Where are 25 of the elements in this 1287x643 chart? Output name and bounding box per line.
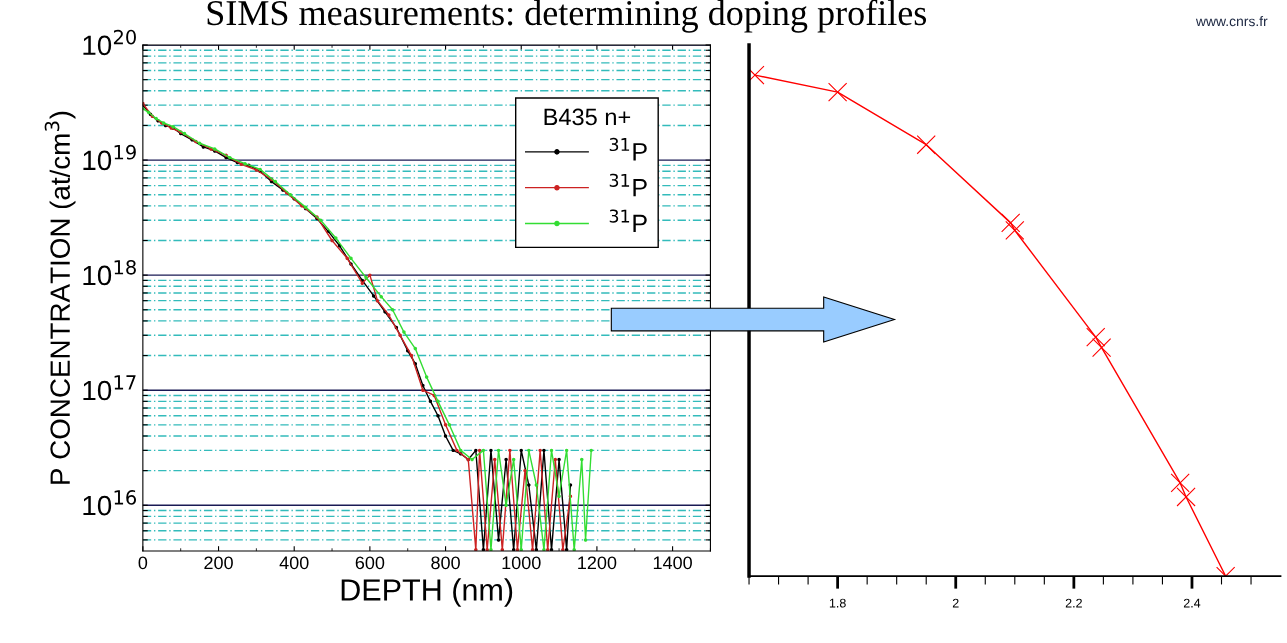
x-tick-label: 1.8	[829, 598, 846, 608]
x-tick-label: 2	[952, 598, 959, 608]
y-tick-label: 10$^{17}$	[83, 375, 136, 401]
x-axis-title: DEPTH (nm)	[341, 578, 513, 607]
x-tick-label: 1000	[502, 556, 541, 570]
y-tick-label: 10$^{18}$	[83, 259, 136, 286]
x-tick-label: 2.4	[1183, 598, 1201, 608]
y-tick-label: 10$^{16}$	[83, 490, 137, 516]
legend-label: $^{31}$P	[609, 173, 647, 197]
x-tick-label: 600	[355, 556, 385, 570]
y-axis-title: P CONCENTRATION (at/cm$^{3}$)	[44, 111, 76, 484]
x-tick-label: 1400	[653, 556, 692, 570]
y-tick-label: 10$^{19}$	[83, 144, 136, 171]
legend-title: B435 n+	[544, 108, 631, 126]
x-tick-label: 1200	[578, 556, 617, 570]
x-tick-label: 800	[431, 556, 460, 570]
x-tick-label: 0	[138, 556, 148, 570]
legend-label: $^{31}$P	[609, 209, 647, 233]
text: www.cnrs.fr	[1195, 16, 1268, 27]
x-tick-label: 2.2	[1065, 598, 1082, 608]
x-tick-label: 400	[279, 556, 309, 570]
x-tick-label: 200	[204, 556, 233, 570]
y-tick-label: 10$^{20}$	[83, 29, 136, 56]
chart-title: SIMS measurements: determining doping profiles	[207, 0, 927, 33]
legend-label: $^{31}$P	[609, 137, 647, 161]
